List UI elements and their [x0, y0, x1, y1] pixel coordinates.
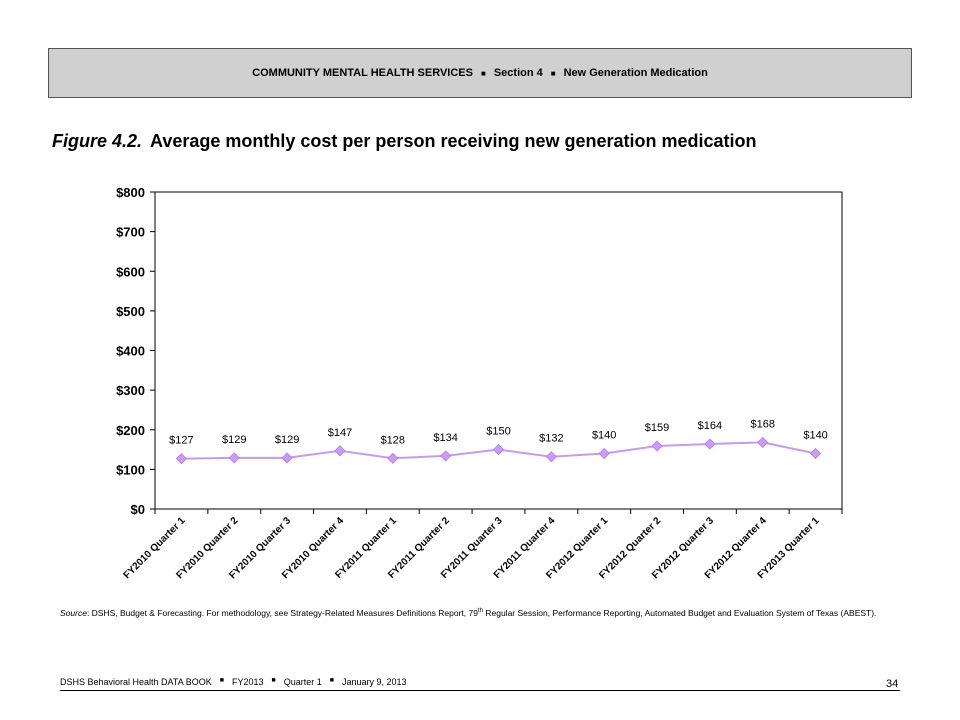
data-label: $150 — [486, 426, 510, 438]
data-point — [810, 447, 822, 460]
source-text: : DSHS, Budget & Forecasting. For method… — [86, 607, 478, 618]
y-tick-label: $400 — [116, 344, 145, 359]
footer-quarter: Quarter 1 — [283, 677, 322, 687]
data-label: $127 — [169, 435, 193, 447]
footer-book: DSHS Behavioral Health DATA BOOK — [60, 677, 212, 687]
footer-fy: FY2013 — [231, 677, 264, 687]
figure-caption: Average monthly cost per person receivin… — [150, 131, 757, 151]
data-point — [281, 452, 293, 464]
data-point — [175, 453, 187, 465]
data-label: $147 — [328, 427, 352, 439]
data-point — [598, 447, 610, 460]
source-label: Source — [60, 607, 87, 618]
data-point — [757, 436, 769, 448]
footer: DSHS Behavioral Health DATA BOOK ■ FY201… — [60, 677, 407, 687]
source-text-continued: Regular Session, Performance Reporting, … — [483, 607, 877, 618]
data-label: $168 — [750, 418, 774, 430]
data-point — [228, 452, 240, 464]
data-label: $129 — [275, 434, 299, 446]
data-point — [545, 451, 557, 463]
data-point — [492, 443, 505, 456]
data-label: $164 — [698, 420, 722, 432]
y-tick-label: $200 — [116, 423, 145, 438]
data-label: $134 — [433, 432, 457, 444]
y-tick-label: $0 — [131, 502, 145, 517]
header-title: COMMUNITY MENTAL HEALTH SERVICES — [252, 67, 473, 79]
source-note: Source: DSHS, Budget & Forecasting. For … — [60, 605, 900, 620]
data-label: $132 — [539, 433, 563, 445]
y-tick-label: $600 — [116, 264, 145, 279]
data-label: $140 — [803, 430, 827, 442]
figure-number: Figure 4.2. — [52, 131, 143, 151]
plot-area — [154, 191, 843, 510]
data-point — [704, 438, 716, 450]
data-point — [440, 450, 452, 462]
header-separator: ■ — [550, 68, 556, 78]
footer-rule — [60, 690, 900, 691]
header-separator: ■ — [480, 68, 486, 78]
figure-title: Figure 4.2. Average monthly cost per pers… — [52, 131, 757, 152]
data-point — [334, 445, 346, 457]
y-tick-label: $500 — [116, 304, 145, 319]
page-number: 34 — [886, 678, 899, 690]
data-point — [651, 440, 663, 452]
data-label: $129 — [222, 434, 246, 446]
y-tick-label: $100 — [116, 462, 145, 477]
data-label: $140 — [592, 430, 616, 442]
data-label: $128 — [381, 434, 405, 446]
footer-separator: ■ — [219, 677, 224, 684]
footer-separator: ■ — [271, 677, 276, 684]
line-chart: $0$100$200$300$400$500$600$700$800FY2010… — [116, 185, 843, 581]
footer-separator: ■ — [329, 677, 334, 684]
y-tick-label: $700 — [116, 225, 145, 240]
header-topic: New Generation Medication — [563, 67, 708, 79]
data-label: $159 — [645, 422, 669, 434]
section-header: COMMUNITY MENTAL HEALTH SERVICES ■ Secti… — [48, 48, 912, 98]
source-superscript: th — [477, 608, 483, 614]
data-point — [387, 452, 399, 464]
header-section: Section 4 — [493, 67, 543, 79]
footer-date: January 9, 2013 — [342, 677, 407, 687]
y-tick-label: $300 — [116, 383, 145, 398]
y-tick-label: $800 — [116, 185, 145, 200]
